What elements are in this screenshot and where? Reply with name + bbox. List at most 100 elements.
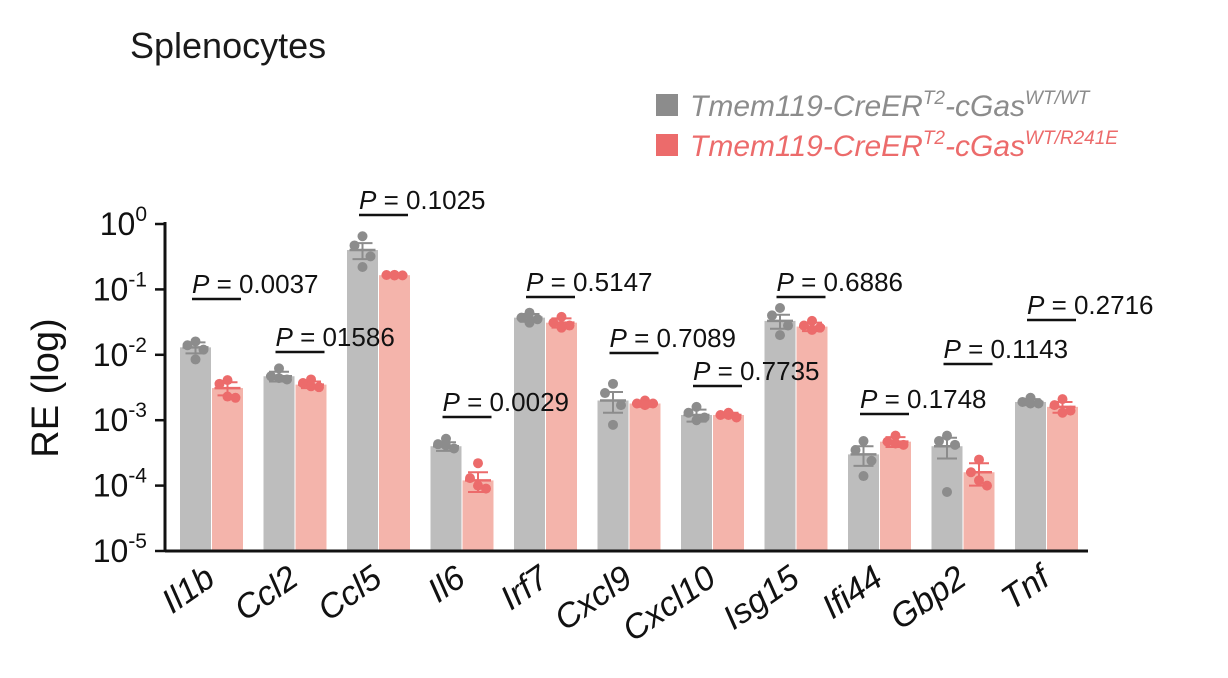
bar xyxy=(180,347,211,551)
data-point xyxy=(982,480,992,491)
data-point xyxy=(274,373,284,384)
p-value-label: P = 0.0029 xyxy=(443,387,570,417)
data-point xyxy=(934,436,944,447)
bar xyxy=(212,388,243,551)
p-value-label: P = 0.6886 xyxy=(777,267,904,297)
x-tick-label: Tnf xyxy=(995,556,1060,617)
data-point xyxy=(608,378,618,389)
bar xyxy=(295,384,327,551)
bar xyxy=(796,326,828,551)
bar xyxy=(764,320,796,551)
data-point xyxy=(616,400,626,411)
bar xyxy=(514,317,545,551)
bar xyxy=(848,454,879,551)
data-point xyxy=(691,401,702,412)
data-point xyxy=(381,270,392,281)
data-point xyxy=(190,354,201,365)
x-tick-label: Irf7 xyxy=(494,558,557,618)
data-point xyxy=(190,336,201,347)
data-point xyxy=(890,438,901,449)
bar xyxy=(629,403,661,551)
data-point xyxy=(298,378,308,389)
data-point xyxy=(715,410,726,421)
data-point xyxy=(1049,400,1060,411)
y-tick-label: 10-3 xyxy=(93,399,147,438)
data-point xyxy=(807,324,817,335)
data-point xyxy=(516,312,527,323)
data-point xyxy=(799,320,809,331)
data-point xyxy=(783,320,793,331)
data-point xyxy=(465,473,475,484)
data-point xyxy=(433,439,443,450)
chart-title: Splenocytes xyxy=(130,25,326,66)
bars xyxy=(180,231,1078,552)
bar xyxy=(430,446,462,551)
data-point xyxy=(397,270,408,281)
data-point xyxy=(274,363,284,374)
data-point xyxy=(349,240,360,251)
data-point xyxy=(449,443,459,454)
data-point xyxy=(230,392,241,403)
data-point xyxy=(974,454,984,465)
data-point xyxy=(974,475,984,486)
x-tick-label: Isg15 xyxy=(716,558,806,637)
bar xyxy=(713,415,744,551)
x-tick-label: Ifi44 xyxy=(815,558,889,626)
data-point xyxy=(365,251,376,262)
data-point xyxy=(532,314,543,325)
legend-label-mutant: Tmem119-CreERT2-cGasWT/R241E xyxy=(690,128,1118,163)
p-value-label: P = 0.7089 xyxy=(610,323,737,353)
data-point xyxy=(473,480,483,491)
data-point xyxy=(481,483,491,494)
data-point xyxy=(723,410,734,421)
legend-label-wt: Tmem119-CreERT2-cGasWT/WT xyxy=(690,88,1091,123)
data-point xyxy=(1057,407,1068,418)
data-point xyxy=(306,381,316,392)
y-tick-label: 10-2 xyxy=(93,334,147,373)
data-point xyxy=(182,340,193,351)
data-point xyxy=(966,467,976,478)
y-axis-label: RE (log) xyxy=(25,318,67,457)
data-point xyxy=(767,310,777,321)
p-value-label: P = 0.0037 xyxy=(192,269,319,299)
data-point xyxy=(266,371,276,382)
data-point xyxy=(890,430,901,441)
p-value-label: P = 0.5147 xyxy=(526,267,653,297)
data-point xyxy=(950,439,960,450)
data-point xyxy=(524,317,535,328)
data-point xyxy=(389,270,400,281)
p-value-label: P = 0.1143 xyxy=(944,334,1069,364)
bar xyxy=(1015,401,1046,551)
legend-swatch-wt xyxy=(656,94,678,116)
bar xyxy=(379,275,410,551)
data-point xyxy=(548,317,559,328)
data-point xyxy=(691,415,702,426)
data-point xyxy=(942,486,952,497)
x-tick-label: Ccl5 xyxy=(311,558,389,628)
data-point xyxy=(858,436,869,447)
data-point xyxy=(1033,398,1044,409)
legend-swatch-mutant xyxy=(656,134,678,156)
data-point xyxy=(564,320,575,331)
p-value-label: P = 01586 xyxy=(276,322,395,352)
data-point xyxy=(942,430,952,441)
bar xyxy=(880,441,911,551)
axes xyxy=(163,222,1088,553)
data-point xyxy=(775,302,785,313)
data-point xyxy=(198,344,209,355)
data-point xyxy=(222,375,233,386)
data-point xyxy=(731,412,742,423)
data-point xyxy=(683,407,694,418)
x-tick-label: Cxcl10 xyxy=(616,558,723,649)
bar xyxy=(931,446,963,551)
data-point xyxy=(640,400,650,411)
data-point xyxy=(222,391,233,402)
data-point xyxy=(441,440,451,451)
y-tick-label: 10-1 xyxy=(93,268,147,307)
data-point xyxy=(866,455,877,466)
data-point xyxy=(632,398,642,409)
data-point xyxy=(1017,396,1028,407)
p-value-label: P = 0.7735 xyxy=(693,356,820,386)
